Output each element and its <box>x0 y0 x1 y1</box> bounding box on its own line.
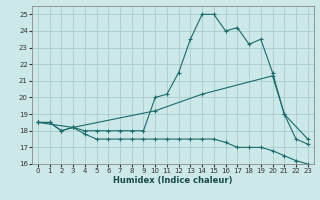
X-axis label: Humidex (Indice chaleur): Humidex (Indice chaleur) <box>113 176 233 185</box>
